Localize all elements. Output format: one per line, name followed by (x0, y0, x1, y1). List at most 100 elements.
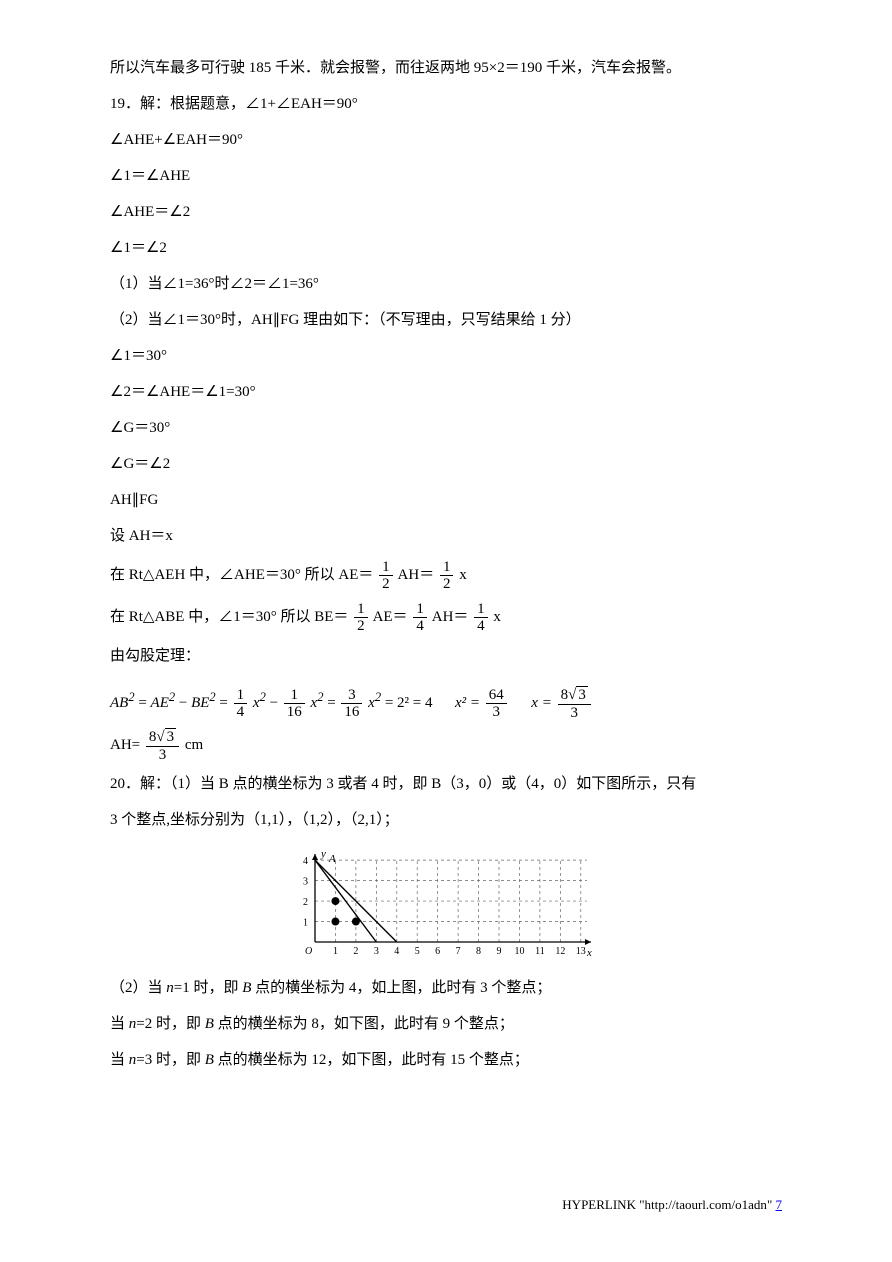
body-line: ∠1＝∠2 (110, 230, 782, 266)
denominator: 3 (486, 704, 507, 721)
numerator: 1 (234, 687, 248, 705)
numerator: 64 (486, 687, 507, 705)
hyperlink-url: http://taourl.com/o1adn (645, 1197, 767, 1212)
svg-text:11: 11 (535, 946, 545, 957)
fraction: 12 (440, 559, 454, 593)
fraction: 643 (486, 687, 507, 721)
denominator: 3 (146, 747, 179, 764)
svg-text:4: 4 (394, 946, 399, 957)
text: =1 时，即 (174, 980, 242, 996)
svg-text:1: 1 (303, 918, 308, 929)
numerator: 1 (379, 559, 393, 577)
var: BE2 (191, 695, 216, 711)
body-line: ∠AHE＝∠2 (110, 194, 782, 230)
svg-text:8: 8 (476, 946, 481, 957)
fraction: 14 (474, 601, 488, 635)
body-line: 由勾股定理： (110, 638, 782, 674)
body-line: 19．解：根据题意，∠1+∠EAH＝90° (110, 86, 782, 122)
denominator: 4 (234, 704, 248, 721)
body-line: 所以汽车最多可行驶 185 千米．就会报警，而往返两地 95×2＝190 千米，… (110, 50, 782, 86)
op: = (219, 695, 231, 711)
numerator: 1 (474, 601, 488, 619)
text: cm (185, 737, 203, 753)
var-b: B (205, 1016, 214, 1032)
hyperlink-suffix: " (767, 1197, 776, 1212)
body-line: 当 n=2 时，即 B 点的横坐标为 8，如下图，此时有 9 个整点； (110, 1006, 782, 1042)
text: 当 (110, 1016, 129, 1032)
body-line: ∠G＝30° (110, 410, 782, 446)
svg-text:3: 3 (303, 877, 308, 888)
text: = 2² = 4 (385, 695, 433, 711)
numerator: 3 (341, 687, 362, 705)
svg-text:4: 4 (303, 856, 308, 867)
body-line: （2）当∠1＝30°时，AH∥FG 理由如下：（不写理由，只写结果给 1 分） (110, 302, 782, 338)
svg-text:O: O (305, 946, 312, 957)
body-line: （2）当 n=1 时，即 B 点的横坐标为 4，如上图，此时有 3 个整点； (110, 970, 782, 1006)
fraction: 316 (341, 687, 362, 721)
text: =2 时，即 (136, 1016, 204, 1032)
svg-text:13: 13 (576, 946, 586, 957)
fraction: 14 (234, 687, 248, 721)
equation-line: 在 Rt△ABE 中，∠1＝30° 所以 BE＝ 12 AE＝ 14 AH＝ 1… (110, 596, 782, 638)
svg-text:7: 7 (456, 946, 461, 957)
body-line: 3 个整点,坐标分别为（1,1），（1,2），（2,1）； (110, 802, 782, 838)
numerator: 1 (284, 687, 305, 705)
body-line: ∠2＝∠AHE＝∠1=30° (110, 374, 782, 410)
var-b: B (205, 1052, 214, 1068)
body-line: 设 AH＝x (110, 518, 782, 554)
var: x2 (311, 695, 324, 711)
op: = (327, 695, 339, 711)
fraction: 12 (379, 559, 393, 593)
text: AH= (110, 737, 140, 753)
svg-text:10: 10 (514, 946, 524, 957)
svg-text:2: 2 (353, 946, 358, 957)
svg-text:12: 12 (555, 946, 565, 957)
var: AE2 (151, 695, 176, 711)
text: x (459, 567, 467, 583)
var: x² = (455, 695, 484, 711)
hyperlink-prefix: HYPERLINK " (562, 1197, 644, 1212)
text: AH＝ (432, 609, 469, 625)
denominator: 2 (440, 576, 454, 593)
body-line: ∠AHE+∠EAH＝90° (110, 122, 782, 158)
text: 在 Rt△AEH 中，∠AHE＝30° 所以 AE＝ (110, 567, 373, 583)
text: 点的横坐标为 4，如上图，此时有 3 个整点； (251, 980, 551, 996)
equation-line: 在 Rt△AEH 中，∠AHE＝30° 所以 AE＝ 12 AH＝ 12 x (110, 554, 782, 596)
text: AH＝ (398, 567, 435, 583)
var: x = (531, 695, 555, 711)
text: 点的横坐标为 8，如下图，此时有 9 个整点； (214, 1016, 514, 1032)
coordinate-chart: 123456789101112131234OyAx (291, 844, 601, 964)
text: 当 (110, 1052, 129, 1068)
var-n: n (166, 980, 174, 996)
svg-text:x: x (586, 947, 592, 959)
denominator: 2 (379, 576, 393, 593)
body-line: 20．解：（1）当 B 点的横坐标为 3 或者 4 时，即 B（3，0）或（4，… (110, 766, 782, 802)
svg-text:A: A (328, 853, 336, 865)
body-line: ∠1＝30° (110, 338, 782, 374)
text: AE＝ (373, 609, 408, 625)
svg-text:5: 5 (415, 946, 420, 957)
numerator: 1 (440, 559, 454, 577)
op: − (179, 695, 191, 711)
text: 点的横坐标为 12，如下图，此时有 15 个整点； (214, 1052, 529, 1068)
denominator: 16 (284, 704, 305, 721)
fraction: 8√3 3 (146, 728, 179, 763)
svg-text:1: 1 (333, 946, 338, 957)
fraction: 8√3 3 (558, 686, 591, 721)
equation-line: AH= 8√3 3 cm (110, 724, 782, 766)
text: =3 时，即 (136, 1052, 204, 1068)
denominator: 16 (341, 704, 362, 721)
body-line: AH∥FG (110, 482, 782, 518)
body-line: ∠1＝∠AHE (110, 158, 782, 194)
text: 在 Rt△ABE 中，∠1＝30° 所以 BE＝ (110, 609, 348, 625)
denominator: 2 (354, 618, 368, 635)
denominator: 4 (474, 618, 488, 635)
body-line: ∠G＝∠2 (110, 446, 782, 482)
fraction: 12 (354, 601, 368, 635)
body-line: 当 n=3 时，即 B 点的横坐标为 12，如下图，此时有 15 个整点； (110, 1042, 782, 1078)
var: x2 (253, 695, 266, 711)
op: − (270, 695, 282, 711)
page-number-link[interactable]: 7 (776, 1197, 783, 1212)
numerator: 8√3 (146, 728, 179, 747)
var: AB2 (110, 695, 135, 711)
